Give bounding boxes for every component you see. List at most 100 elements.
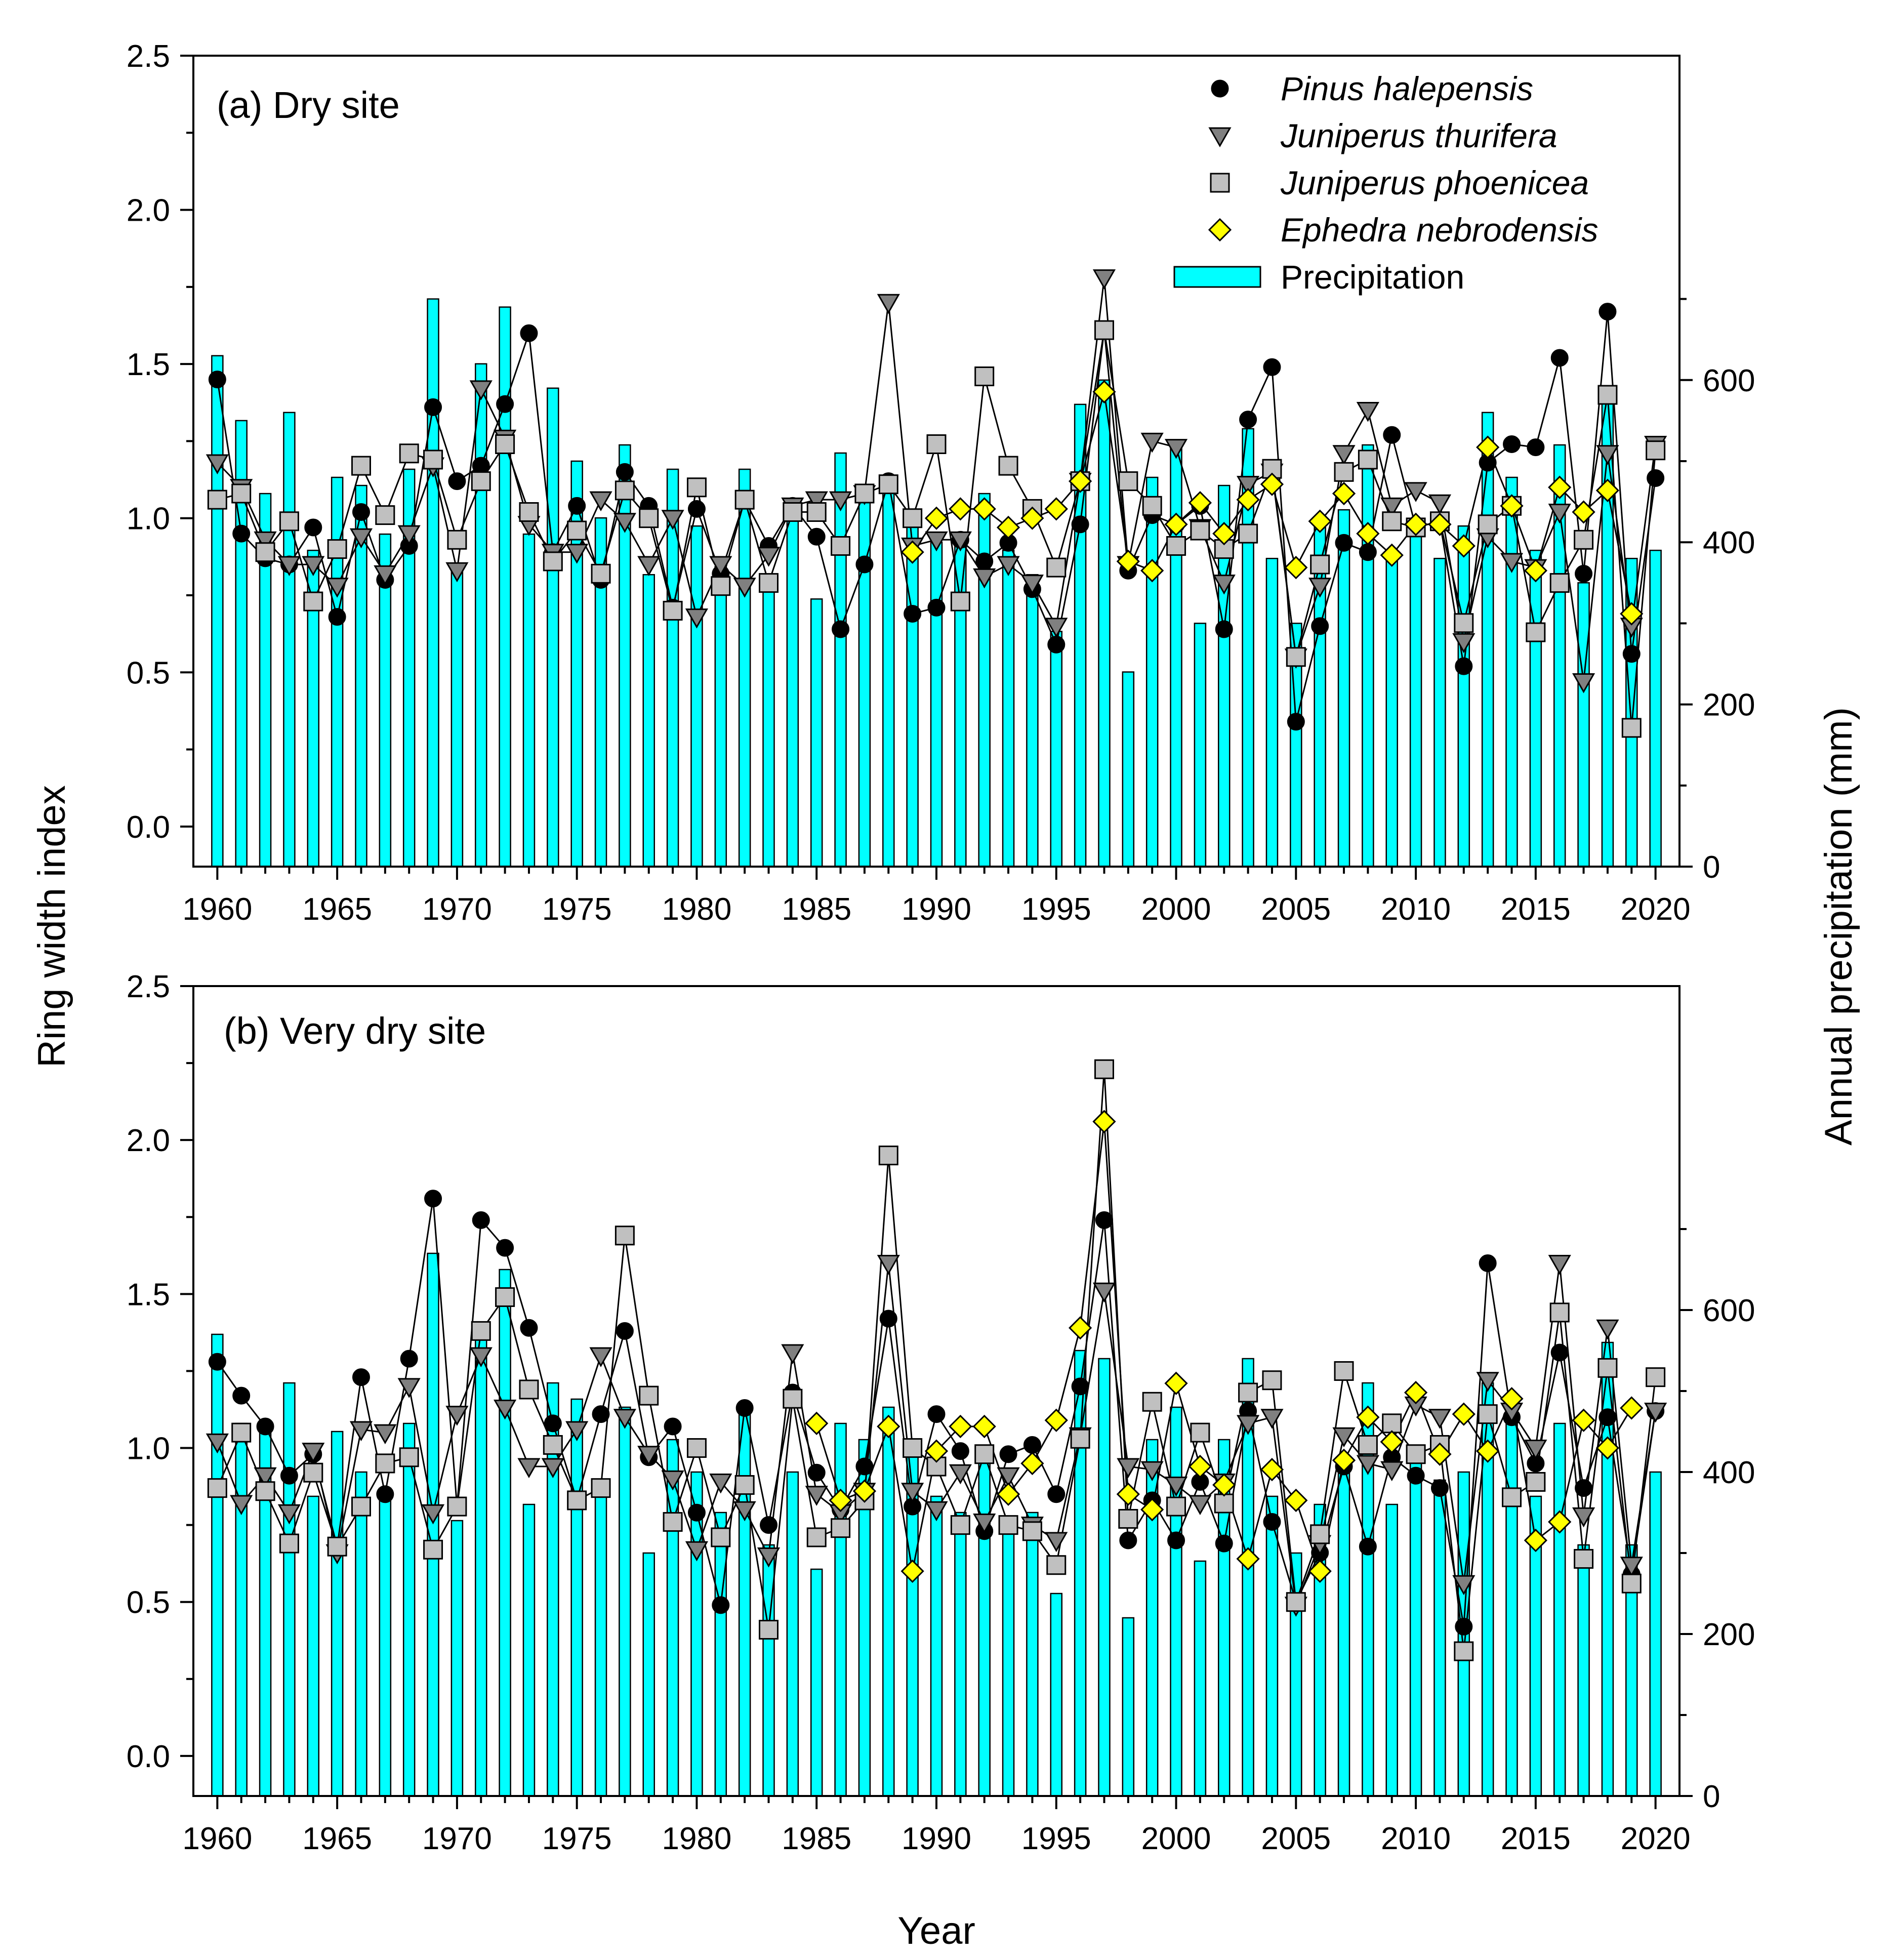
- juniperus-phoenicea-point: [1310, 1524, 1330, 1544]
- juniperus-thurifera-point: [1237, 476, 1260, 496]
- series-markers: [206, 1059, 1667, 1661]
- x-tick-label: 2020: [1621, 1821, 1691, 1856]
- pinus-halepensis-point: [208, 1353, 226, 1371]
- precipitation-bars: [211, 298, 1662, 868]
- juniperus-thurifera-point: [1428, 494, 1452, 515]
- precipitation-bar: [427, 1252, 439, 1797]
- legend-label: Juniperus phoenicea: [1280, 164, 1589, 201]
- precipitation-bar: [954, 1512, 967, 1797]
- precipitation-bar: [1002, 549, 1015, 868]
- x-tick-label: 1985: [782, 892, 851, 927]
- juniperus-thurifera-point: [1596, 445, 1619, 465]
- pinus-halepensis-point: [424, 398, 442, 416]
- pinus-halepensis-point: [328, 608, 346, 626]
- juniperus-phoenicea-point: [1214, 1493, 1234, 1514]
- juniperus-thurifera-point: [757, 1547, 781, 1568]
- juniperus-phoenicea-point: [1382, 511, 1402, 532]
- panel-label: (b) Very dry site: [224, 1010, 486, 1052]
- precipitation-bar: [1505, 1414, 1518, 1797]
- precipitation-bar: [211, 1333, 224, 1797]
- precipitation-bar: [1050, 631, 1063, 868]
- pinus-halepensis-point: [1071, 1377, 1089, 1396]
- x-tick-label: 2005: [1261, 892, 1331, 927]
- legend-label: Juniperus thurifera: [1280, 117, 1558, 154]
- pinus-halepensis-point: [1575, 1479, 1593, 1497]
- precipitation-bar: [978, 493, 991, 868]
- juniperus-phoenicea-point: [255, 542, 275, 562]
- juniperus-phoenicea-point: [1166, 536, 1186, 556]
- juniperus-thurifera-point: [1452, 633, 1476, 654]
- juniperus-thurifera-point: [1380, 497, 1404, 518]
- precipitation-bar: [1337, 1471, 1350, 1797]
- precipitation-bar: [1002, 1528, 1015, 1797]
- juniperus-phoenicea-point: [1022, 1521, 1042, 1541]
- precipitation-bar: [834, 452, 847, 868]
- juniperus-thurifera-point: [709, 1473, 732, 1494]
- ephedra-nebrodensis-point: [1236, 488, 1260, 512]
- precipitation-bar: [402, 1422, 416, 1797]
- juniperus-phoenicea-point: [399, 1447, 419, 1467]
- juniperus-phoenicea-point: [1574, 529, 1594, 550]
- juniperus-phoenicea-point: [543, 551, 563, 571]
- juniperus-phoenicea-point: [1142, 1392, 1162, 1412]
- ephedra-nebrodensis-point: [1020, 506, 1044, 530]
- ephedra-nebrodensis-point: [1620, 602, 1644, 626]
- juniperus-thurifera-point: [709, 556, 732, 577]
- juniperus-thurifera-point: [445, 1406, 469, 1426]
- juniperus-phoenicea-point: [1454, 1641, 1474, 1661]
- ephedra-nebrodensis-point: [1332, 1448, 1356, 1473]
- ephedra-nebrodensis-point: [1500, 494, 1524, 518]
- pinus-halepensis-point: [1647, 469, 1665, 487]
- juniperus-phoenicea-point: [1094, 1059, 1114, 1079]
- juniperus-thurifera-point: [1428, 1409, 1452, 1429]
- juniperus-thurifera-point: [829, 491, 852, 512]
- juniperus-thurifera-point: [637, 556, 661, 577]
- ephedra-nebrodensis-point: [1140, 1498, 1164, 1522]
- precipitation-bar: [882, 476, 895, 868]
- precipitation-bar: [427, 298, 439, 868]
- juniperus-thurifera-point: [637, 1446, 661, 1466]
- y-axis-left: 0.0 0.5 1.0 1.5 2.0 2.5: [127, 969, 193, 1774]
- ephedra-nebrodensis-point: [1260, 1458, 1284, 1482]
- juniperus-thurifera-point: [541, 1458, 564, 1479]
- precipitation-bar: [690, 525, 703, 868]
- juniperus-phoenicea-point: [1478, 514, 1498, 535]
- precipitation-bar: [810, 598, 823, 868]
- juniperus-thurifera-point: [781, 1344, 804, 1364]
- precipitation-bar: [570, 1398, 583, 1797]
- juniperus-thurifera-point: [1237, 1415, 1260, 1435]
- precipitation-bar: [1122, 671, 1135, 868]
- juniperus-phoenicea-point: [903, 508, 923, 528]
- juniperus-phoenicea-point: [950, 1515, 970, 1535]
- precipitation-bar: [1145, 476, 1159, 868]
- juniperus-phoenicea-point: [854, 483, 875, 504]
- x-axis-title: Year: [897, 1909, 975, 1952]
- ephedra-nebrodensis-point: [996, 515, 1020, 540]
- juniperus-thurifera-point: [254, 1467, 277, 1488]
- juniperus-phoenicea-point: [1549, 1302, 1570, 1323]
- juniperus-phoenicea-point: [1549, 573, 1570, 593]
- juniperus-thurifera-point: [733, 1501, 756, 1522]
- ephedra-nebrodensis-point: [1332, 481, 1356, 506]
- precipitation-bar: [762, 1544, 775, 1797]
- precipitation-bar: [1649, 1471, 1662, 1797]
- legend-label: Ephedra nebrodensis: [1281, 211, 1598, 249]
- juniperus-thurifera-point: [925, 531, 948, 552]
- ephedra-nebrodensis-point: [1284, 1488, 1308, 1513]
- pinus-halepensis-point: [1167, 1531, 1185, 1549]
- juniperus-thurifera-point: [613, 1409, 636, 1429]
- precipitation-bar: [1409, 533, 1422, 868]
- precipitation-bar: [522, 1503, 536, 1797]
- panel-label: (a) Dry site: [217, 84, 400, 126]
- juniperus-phoenicea-point: [1070, 1428, 1090, 1449]
- precipitation-bar: [619, 444, 631, 868]
- precipitation-bar: [1026, 1512, 1039, 1797]
- juniperus-phoenicea-point: [1190, 520, 1210, 541]
- precipitation-bar: [1457, 525, 1470, 868]
- pinus-halepensis-point: [1071, 515, 1089, 534]
- ephedra-nebrodensis-point: [1404, 1380, 1428, 1405]
- precipitation-bar: [475, 363, 487, 868]
- series-markers: [206, 269, 1667, 738]
- juniperus-phoenicea-point: [375, 1453, 395, 1474]
- ephedra-nebrodensis-point: [1212, 1473, 1236, 1497]
